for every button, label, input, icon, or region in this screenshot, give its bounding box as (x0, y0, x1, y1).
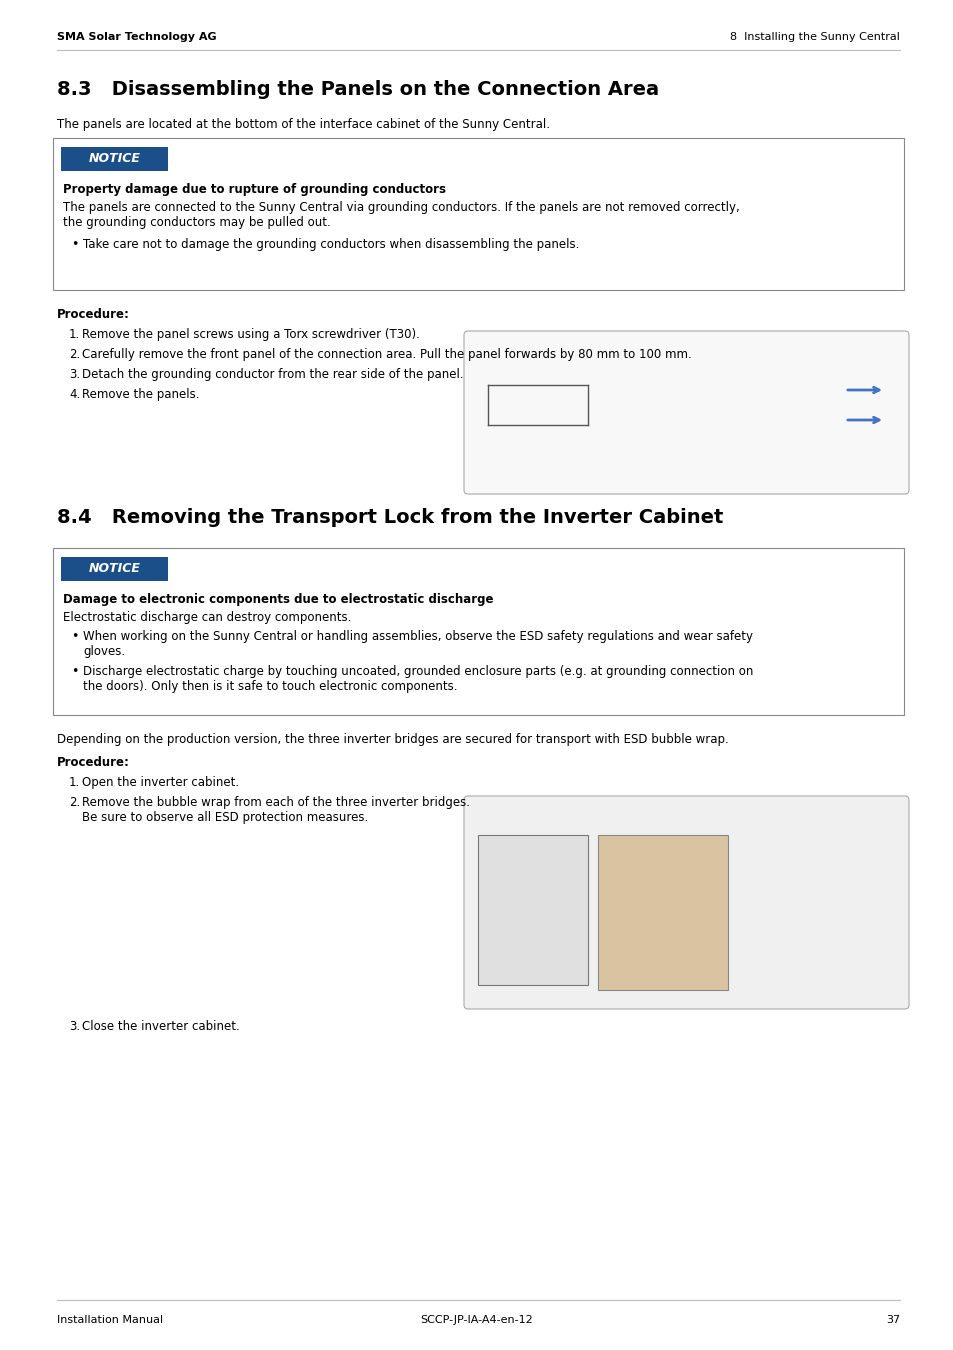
Text: 1.: 1. (69, 328, 80, 342)
Text: Detach the grounding conductor from the rear side of the panel.: Detach the grounding conductor from the … (82, 369, 463, 381)
Text: NOTICE: NOTICE (89, 153, 140, 166)
Text: NOTICE: NOTICE (89, 563, 140, 575)
Text: 8.3   Disassembling the Panels on the Connection Area: 8.3 Disassembling the Panels on the Conn… (57, 80, 659, 99)
Text: Carefully remove the front panel of the connection area. Pull the panel forwards: Carefully remove the front panel of the … (82, 348, 691, 360)
FancyBboxPatch shape (463, 331, 908, 494)
Text: When working on the Sunny Central or handling assemblies, observe the ESD safety: When working on the Sunny Central or han… (83, 630, 752, 643)
Text: Remove the panel screws using a Torx screwdriver (T30).: Remove the panel screws using a Torx scr… (82, 328, 419, 342)
Text: 3.: 3. (69, 369, 80, 381)
Text: Installation Manual: Installation Manual (57, 1315, 163, 1324)
Text: gloves.: gloves. (83, 645, 125, 657)
Text: the doors). Only then is it safe to touch electronic components.: the doors). Only then is it safe to touc… (83, 680, 457, 693)
Text: •: • (71, 238, 78, 251)
Text: Procedure:: Procedure: (57, 756, 130, 770)
Text: Electrostatic discharge can destroy components.: Electrostatic discharge can destroy comp… (63, 612, 351, 624)
Text: SCCP-JP-IA-A4-en-12: SCCP-JP-IA-A4-en-12 (420, 1315, 533, 1324)
Text: Remove the panels.: Remove the panels. (82, 387, 199, 401)
Text: Open the inverter cabinet.: Open the inverter cabinet. (82, 776, 239, 788)
Text: the grounding conductors may be pulled out.: the grounding conductors may be pulled o… (63, 216, 331, 230)
Text: 3.: 3. (69, 1021, 80, 1033)
Text: Be sure to observe all ESD protection measures.: Be sure to observe all ESD protection me… (82, 811, 368, 824)
FancyBboxPatch shape (463, 796, 908, 1008)
Text: 8.4   Removing the Transport Lock from the Inverter Cabinet: 8.4 Removing the Transport Lock from the… (57, 508, 722, 526)
Text: The panels are connected to the Sunny Central via grounding conductors. If the p: The panels are connected to the Sunny Ce… (63, 201, 739, 215)
Bar (53, 138, 903, 290)
Text: Take care not to damage the grounding conductors when disassembling the panels.: Take care not to damage the grounding co… (83, 238, 578, 251)
Text: Damage to electronic components due to electrostatic discharge: Damage to electronic components due to e… (63, 593, 493, 606)
Bar (61, 558, 168, 580)
Bar (477, 836, 587, 986)
Text: 4.: 4. (69, 387, 80, 401)
Text: •: • (71, 666, 78, 678)
Text: Close the inverter cabinet.: Close the inverter cabinet. (82, 1021, 239, 1033)
Text: Property damage due to rupture of grounding conductors: Property damage due to rupture of ground… (63, 184, 446, 196)
Bar (61, 147, 168, 171)
Text: Procedure:: Procedure: (57, 308, 130, 321)
Text: Remove the bubble wrap from each of the three inverter bridges.: Remove the bubble wrap from each of the … (82, 796, 470, 809)
Text: 8  Installing the Sunny Central: 8 Installing the Sunny Central (729, 32, 899, 42)
Bar (53, 548, 903, 716)
Text: The panels are located at the bottom of the interface cabinet of the Sunny Centr: The panels are located at the bottom of … (57, 117, 550, 131)
Text: 1.: 1. (69, 776, 80, 788)
Bar (598, 836, 727, 990)
Text: 37: 37 (885, 1315, 899, 1324)
Text: Discharge electrostatic charge by touching uncoated, grounded enclosure parts (e: Discharge electrostatic charge by touchi… (83, 666, 753, 678)
Text: Depending on the production version, the three inverter bridges are secured for : Depending on the production version, the… (57, 733, 728, 747)
Text: 2.: 2. (69, 348, 80, 360)
Text: 2.: 2. (69, 796, 80, 809)
Text: SMA Solar Technology AG: SMA Solar Technology AG (57, 32, 216, 42)
Text: •: • (71, 630, 78, 643)
